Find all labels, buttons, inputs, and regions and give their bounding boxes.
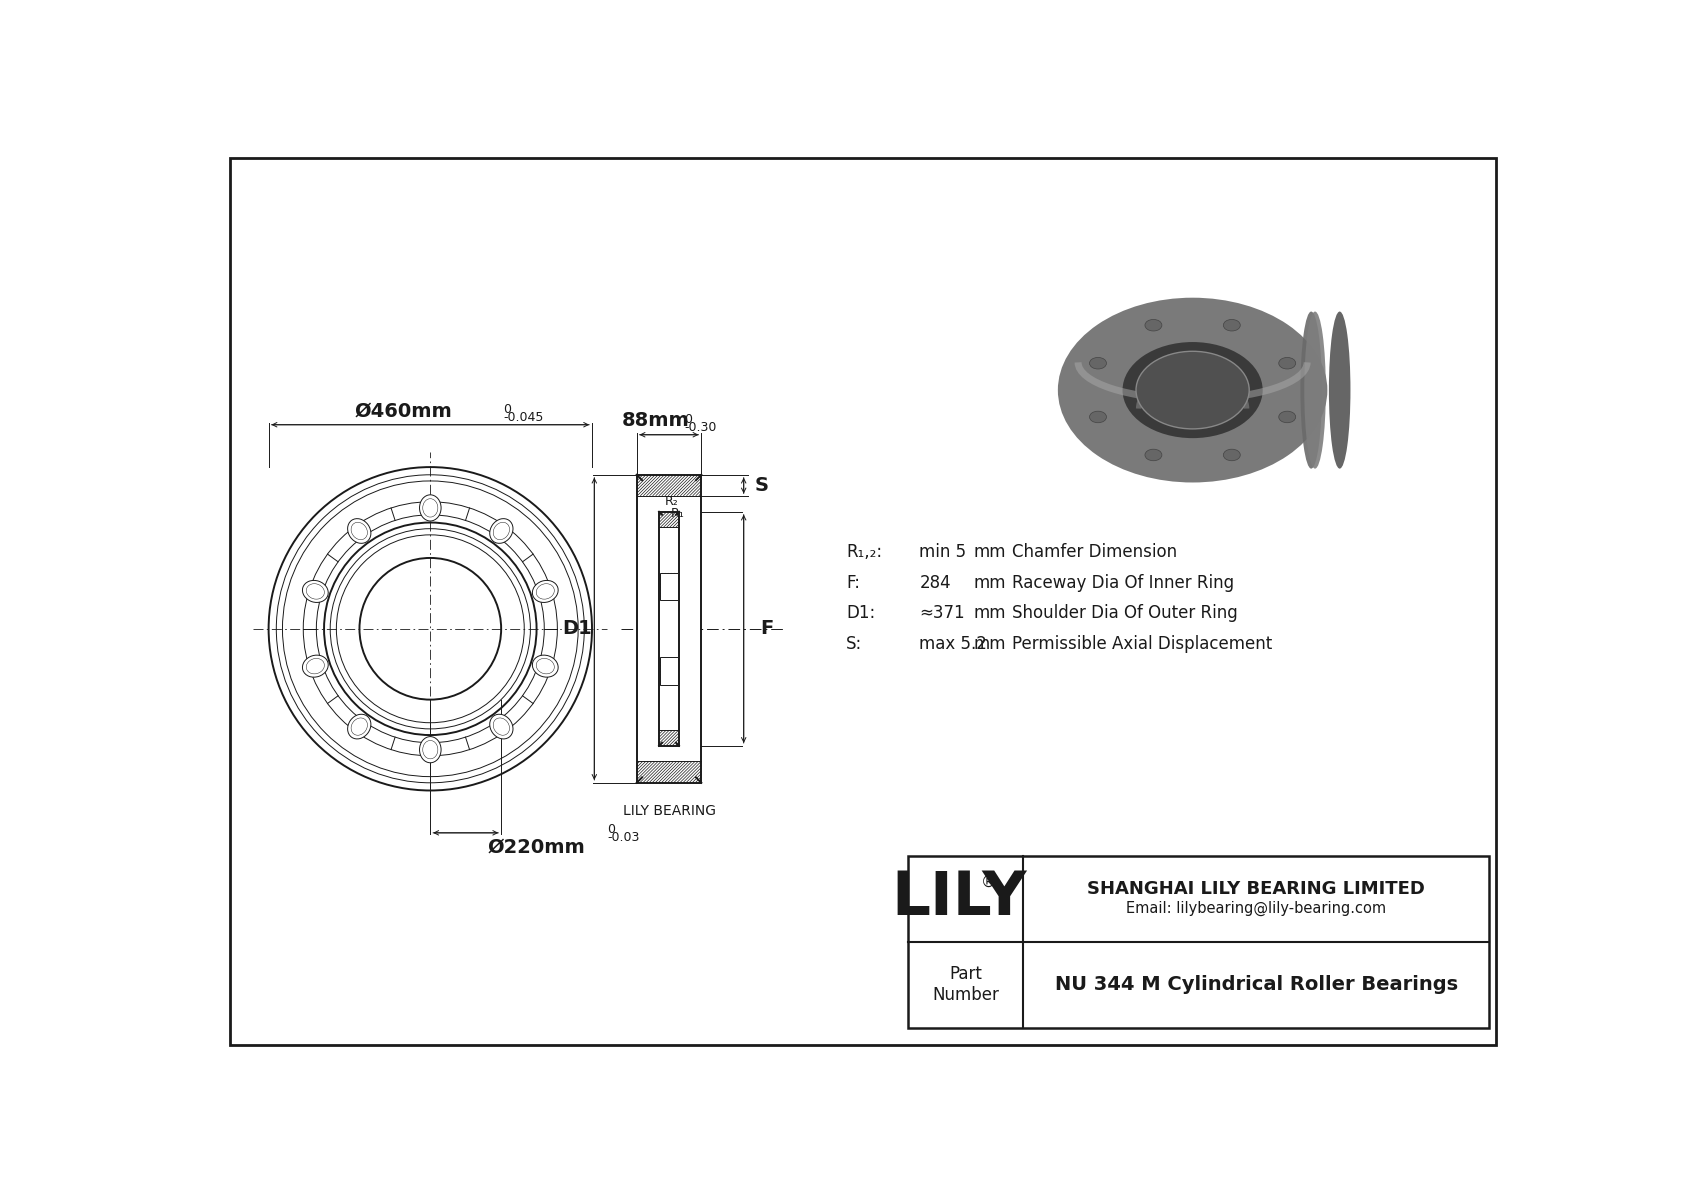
Bar bbox=[660, 657, 679, 685]
Text: 0: 0 bbox=[684, 412, 692, 425]
Text: F:: F: bbox=[845, 574, 861, 592]
Ellipse shape bbox=[1137, 351, 1250, 429]
Text: mm: mm bbox=[973, 543, 1005, 561]
Text: max 5.2: max 5.2 bbox=[919, 635, 987, 653]
Ellipse shape bbox=[1090, 357, 1106, 369]
Ellipse shape bbox=[303, 655, 328, 678]
Text: Ø220mm: Ø220mm bbox=[488, 837, 586, 856]
Text: Email: lilybearing@lily-bearing.com: Email: lilybearing@lily-bearing.com bbox=[1127, 902, 1386, 917]
Text: LILY: LILY bbox=[891, 869, 1027, 928]
Text: -0.30: -0.30 bbox=[684, 420, 717, 434]
Text: min 5: min 5 bbox=[919, 543, 967, 561]
Ellipse shape bbox=[1123, 342, 1263, 438]
Text: 88mm: 88mm bbox=[621, 411, 689, 430]
Text: Raceway Dia Of Inner Ring: Raceway Dia Of Inner Ring bbox=[1012, 574, 1234, 592]
Ellipse shape bbox=[1145, 319, 1162, 331]
Text: D1:: D1: bbox=[845, 604, 876, 623]
Ellipse shape bbox=[1058, 298, 1327, 482]
Ellipse shape bbox=[1223, 319, 1241, 331]
Text: ®: ® bbox=[982, 874, 997, 890]
Ellipse shape bbox=[1300, 312, 1322, 468]
Text: Chamfer Dimension: Chamfer Dimension bbox=[1012, 543, 1177, 561]
Text: LILY BEARING: LILY BEARING bbox=[623, 804, 716, 818]
Ellipse shape bbox=[1145, 449, 1162, 461]
Ellipse shape bbox=[1305, 312, 1325, 468]
Ellipse shape bbox=[1155, 364, 1231, 416]
Text: R₁: R₁ bbox=[670, 507, 684, 519]
Bar bbox=[658, 512, 679, 746]
Ellipse shape bbox=[1223, 449, 1241, 461]
Ellipse shape bbox=[490, 518, 514, 543]
Ellipse shape bbox=[490, 715, 514, 738]
Text: S:: S: bbox=[845, 635, 862, 653]
Text: SHANGHAI LILY BEARING LIMITED: SHANGHAI LILY BEARING LIMITED bbox=[1088, 880, 1425, 898]
Text: R₁,₂:: R₁,₂: bbox=[845, 543, 882, 561]
Bar bbox=[660, 573, 679, 600]
Text: Shoulder Dia Of Outer Ring: Shoulder Dia Of Outer Ring bbox=[1012, 604, 1238, 623]
Ellipse shape bbox=[1329, 312, 1351, 468]
Text: R₂: R₂ bbox=[665, 495, 679, 509]
Text: mm: mm bbox=[973, 574, 1005, 592]
Bar bbox=[908, 856, 1489, 1028]
Ellipse shape bbox=[419, 736, 441, 762]
Text: NU 344 M Cylindrical Roller Bearings: NU 344 M Cylindrical Roller Bearings bbox=[1054, 975, 1458, 994]
Text: 0: 0 bbox=[608, 823, 615, 836]
Text: D1: D1 bbox=[562, 619, 593, 638]
Text: Permissible Axial Displacement: Permissible Axial Displacement bbox=[1012, 635, 1271, 653]
Ellipse shape bbox=[419, 494, 441, 520]
Ellipse shape bbox=[347, 518, 370, 543]
Text: Ø460mm: Ø460mm bbox=[355, 401, 453, 420]
Text: 0: 0 bbox=[504, 403, 512, 416]
Text: mm: mm bbox=[973, 635, 1005, 653]
Text: 284: 284 bbox=[919, 574, 951, 592]
Ellipse shape bbox=[532, 655, 557, 678]
Ellipse shape bbox=[303, 580, 328, 603]
Ellipse shape bbox=[532, 580, 557, 603]
Text: Part
Number: Part Number bbox=[931, 966, 999, 1004]
Text: ≈371: ≈371 bbox=[919, 604, 965, 623]
Text: S: S bbox=[754, 476, 768, 495]
Ellipse shape bbox=[347, 715, 370, 738]
Ellipse shape bbox=[1278, 357, 1295, 369]
Text: F: F bbox=[761, 619, 775, 638]
Bar bbox=[637, 475, 701, 782]
Ellipse shape bbox=[1278, 411, 1295, 423]
Text: mm: mm bbox=[973, 604, 1005, 623]
Ellipse shape bbox=[1090, 411, 1106, 423]
Text: -0.045: -0.045 bbox=[504, 411, 544, 424]
Text: -0.03: -0.03 bbox=[608, 830, 640, 843]
